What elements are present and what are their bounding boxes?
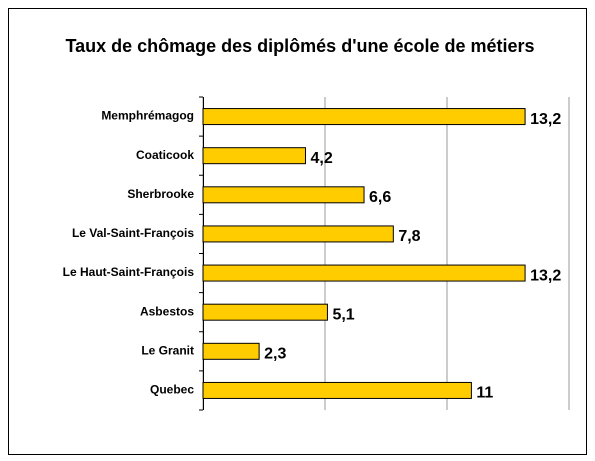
y-tick-label: Le Val-Saint-François [72,226,194,240]
value-label: 2,3 [264,346,286,363]
y-tick-label: Asbestos [140,304,194,318]
bar [202,108,526,126]
bar [202,147,306,165]
y-tick-label: Sherbrooke [127,187,194,201]
value-label: 11 [476,385,493,402]
value-label: 7,8 [398,228,420,245]
value-label: 5,1 [332,306,354,323]
bar [202,225,394,243]
chart-frame [8,8,587,455]
bar [202,303,328,321]
value-label: 4,2 [310,150,332,167]
y-tick-label: Le Granit [141,343,194,357]
bar [202,264,526,282]
y-tick-label: Coaticook [136,148,194,162]
bar [202,381,472,399]
value-label: 13,2 [530,267,561,284]
bar [202,186,365,204]
y-tick-label: Le Haut-Saint-François [63,265,195,279]
bar [202,342,260,360]
y-tick-label: Memphrémagog [101,109,194,123]
chart-title: Taux de chômage des diplômés d'une école… [65,36,535,56]
value-label: 6,6 [369,189,391,206]
value-label: 13,2 [530,111,561,128]
y-tick-label: Quebec [150,383,194,397]
